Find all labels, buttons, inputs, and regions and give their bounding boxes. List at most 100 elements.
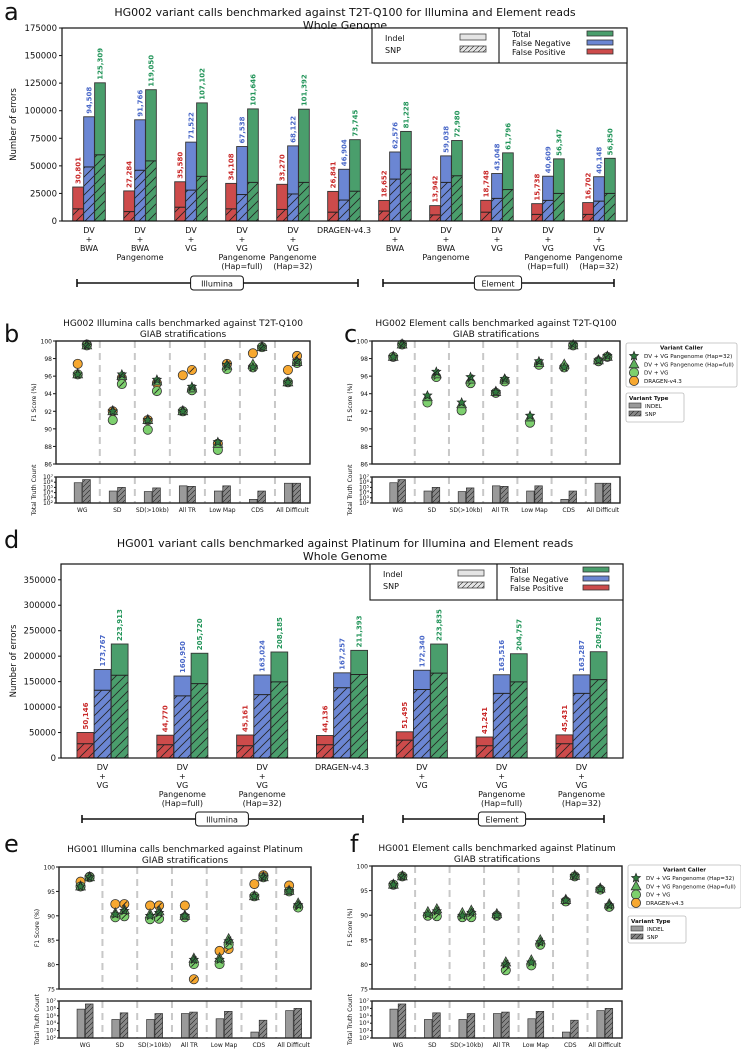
snp-count-hatch [189,1012,198,1038]
chart-title: HG002 variant calls benchmarked against … [114,6,576,19]
star-marker [283,885,295,896]
x-tick-label: + [418,772,425,781]
snp-count-hatch [293,1008,302,1038]
x-tick-label: (Hap=32) [243,799,282,808]
false-negative-snp-portion [83,166,95,221]
total-snp-portion [502,189,514,221]
false-negative-value-label: 62,576 [391,122,399,149]
x-tick-label: CDS [251,507,264,514]
indel-count-bar [492,485,501,504]
total-value-label: 208,185 [276,617,284,649]
snp-hatch [84,342,90,349]
platform-label: Illumina [206,816,238,825]
plot-frame [55,340,311,465]
total-value-label: 204,757 [515,619,523,651]
x-tick-label: VG [542,244,554,253]
x-tick-label: (Hap=full) [162,799,203,808]
snp-point [569,870,580,881]
snp-hatch [502,967,509,974]
snp-count-hatch [259,1020,267,1038]
legend-label-snp: SNP [383,582,399,591]
x-tick-label: CDS [562,507,575,514]
snp-count-hatch [120,1012,128,1038]
false-positive-value-label: 51,495 [401,702,409,729]
x-tick-label: Pangenome [159,790,206,799]
snp-hatch [119,371,125,378]
chart-subtitle: GIAB stratifications [453,330,540,340]
indel-point [107,415,118,426]
circle-marker [631,889,642,900]
count-y-tick-label: 10³ [43,495,54,502]
snp-point [154,913,165,924]
snp-count-hatch [570,1020,579,1038]
caller-legend-box [627,864,741,909]
false-positive-value-label: 16,702 [584,172,592,199]
snp-count-hatch [432,487,440,503]
snp-count-hatch [224,1011,233,1038]
y-tick-label: 350000 [24,576,56,586]
bar-group: 35,580 71,522 107,102 [174,68,208,222]
false-positive-snp-portion [236,745,254,758]
indel-point [212,436,224,447]
plot-frame [58,866,312,990]
legend-title: Variant Type [631,919,671,925]
legend-label: INDEL [647,927,665,933]
snp-count-hatch [154,1013,163,1038]
indel-count-bar [594,482,603,504]
false-positive-value-label: 35,580 [177,152,185,179]
snp-point [221,359,233,370]
false-negative-value-label: 160,950 [179,641,187,673]
y-tick-label: 92 [360,409,368,416]
false-positive-value-label: 44,770 [162,705,170,732]
count-y-tick-label: 10³ [359,495,370,502]
legend-marker-circle [631,889,642,900]
snp-count-hatch [501,1012,510,1038]
legend-label-snp: SNP [385,46,401,55]
snp-hatch [399,341,405,348]
false-negative-snp-portion [287,193,299,221]
x-tick-label: (Hap=32) [273,262,312,271]
x-tick-label: Pangenome [239,790,286,799]
total-snp-portion [590,679,608,758]
y-tick-label: 98 [360,356,368,363]
x-tick-label: (Hap=32) [562,799,601,808]
snp-point [499,373,510,384]
dragen-marker [282,364,293,375]
count-y-tick-label: 10⁷ [46,998,57,1005]
false-positive-snp-portion [429,214,441,221]
snp-hatch [154,376,160,383]
x-tick-label: BWA [131,244,150,253]
total-value-label: 61,796 [504,123,512,150]
count-frame [58,1000,312,1039]
x-tick-label: (Hap=full) [221,262,262,271]
x-tick-label: VG [256,781,268,790]
snp-hatch [537,939,544,946]
legend [369,563,624,601]
count-y-tick-label: 10⁵ [359,1013,370,1020]
bar-group: 45,161 163,024 208,185 [236,617,289,759]
y-tick-label: 175000 [25,24,57,34]
indel-point [179,910,191,921]
x-tick-label: DV [236,226,248,235]
snp-point [604,899,615,910]
snp-count-hatch [500,486,509,503]
indel-count-bar [76,1008,86,1039]
indel-count-bar [214,490,223,504]
x-tick-label: Low Map [211,1042,238,1049]
dragen-marker [631,897,642,908]
false-positive-snp-portion [156,744,174,758]
snp-count-hatch [292,483,301,503]
x-tick-label: + [498,772,505,781]
chart-subtitle: Whole Genome [303,19,388,32]
count-y-tick-label: 10⁷ [43,474,54,481]
indel-count-bar [215,1018,225,1039]
dragen-marker [247,348,258,359]
x-tick-label: DV [593,226,605,235]
snp-hatch [502,961,509,968]
series-dragen-v4-3 [75,870,304,985]
platform-bracket-element [382,275,615,291]
snp-hatch [468,909,475,916]
snp-hatch [570,341,576,348]
